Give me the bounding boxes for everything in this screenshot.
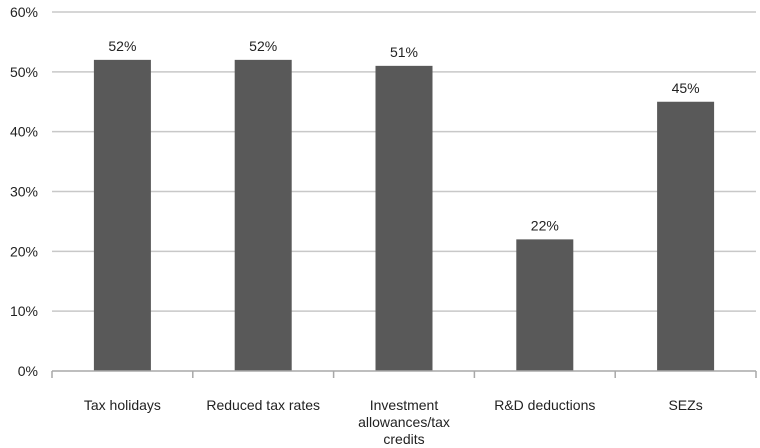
- data-label: 52%: [249, 38, 277, 54]
- data-label: 22%: [531, 217, 559, 233]
- data-label: 52%: [108, 38, 136, 54]
- y-tick-label: 40%: [10, 124, 38, 140]
- x-category-label: Tax holidays: [84, 397, 161, 413]
- y-axis-tick-labels: 0% 10% 20% 30% 40% 50% 60%: [10, 4, 38, 379]
- bar: [375, 65, 433, 371]
- x-category-label: SEZs: [668, 397, 702, 413]
- bar: [657, 101, 715, 371]
- x-category-label: Reduced tax rates: [206, 397, 320, 413]
- bar: [516, 239, 574, 371]
- y-tick-label: 60%: [10, 4, 38, 20]
- bar: [93, 59, 151, 371]
- x-axis: [51, 370, 757, 378]
- x-axis-category-labels: Tax holidays Reduced tax rates Investment a…: [84, 397, 703, 447]
- y-tick-label: 20%: [10, 243, 38, 259]
- bars: [93, 59, 715, 371]
- data-labels: 52% 52% 51% 22% 45%: [108, 38, 699, 234]
- data-label: 45%: [672, 80, 700, 96]
- y-tick-label: 0%: [18, 363, 38, 379]
- bar: [234, 59, 292, 371]
- y-tick-label: 30%: [10, 184, 38, 200]
- x-category-label: Investment allowances/tax credits: [358, 397, 450, 447]
- x-category-label: R&D deductions: [494, 397, 595, 413]
- y-tick-label: 50%: [10, 64, 38, 80]
- y-tick-label: 10%: [10, 303, 38, 319]
- data-label: 51%: [390, 44, 418, 60]
